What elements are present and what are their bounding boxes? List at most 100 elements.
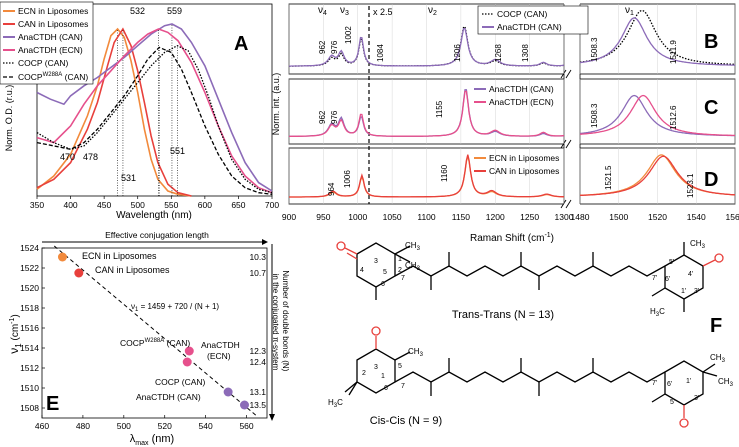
series-cocp: [36, 44, 273, 194]
conjugation-arrow-label: Effective conjugation length: [105, 230, 209, 240]
svg-text:AnaCTDH (CAN): AnaCTDH (CAN): [497, 22, 562, 32]
svg-text:H3C: H3C: [328, 398, 343, 409]
e-ytick-label: 1524: [20, 243, 39, 253]
xtick-label: 700: [265, 200, 279, 210]
panel-f-text: 34 56 127 6'5'4' 1' 3'7' 32 16 57 6' 1'5' 3'…: [328, 239, 734, 409]
svg-text:7': 7': [652, 275, 657, 282]
raman-gridlines: [288, 4, 736, 204]
svg-text:1': 1': [681, 288, 686, 295]
panel-a-legend: ECN in Liposomes CAN in Liposomes AnaCTD…: [0, 1, 94, 85]
svg-text:1508.3: 1508.3: [590, 103, 599, 128]
e-ytick-label: 1520: [20, 283, 39, 293]
mode-v3: ν3: [340, 5, 349, 17]
raman-xtick-label: 1520: [648, 212, 667, 222]
point-ana_ecn: [184, 346, 194, 356]
svg-text:976: 976: [330, 40, 339, 54]
e-ytick-label: 1510: [20, 383, 39, 393]
fit-line: [53, 245, 258, 417]
xtick-label: 650: [231, 200, 245, 210]
panel-f: [336, 241, 724, 428]
cis-cis-structure: [344, 336, 718, 418]
raman-series-can: [580, 155, 735, 197]
svg-text:CH3: CH3: [710, 353, 726, 364]
raman-series-ana_can: [289, 27, 565, 67]
fit-equation: ν1 = 1459 + 720 / (N + 1): [131, 302, 219, 313]
svg-text:976: 976: [330, 110, 339, 124]
raman-xtick-label: 1560: [726, 212, 739, 222]
trans-trans-structure: [344, 242, 716, 312]
panel-c-peak-labels: 962 976 1155 1508.3 1512.6: [318, 100, 678, 130]
svg-text:3': 3': [694, 288, 699, 295]
legend-cocp-can: COCP (CAN): [18, 58, 69, 68]
svg-text:COCP (CAN): COCP (CAN): [497, 9, 548, 19]
panel-letter-c: C: [704, 97, 718, 119]
series-ana_ecn: [36, 28, 273, 194]
svg-text:ECN in Liposomes: ECN in Liposomes: [489, 153, 559, 163]
mode-v2: ν2: [428, 5, 437, 17]
panel-e-points: 10.3 10.7 12.312.4 13.1 13.5: [57, 252, 266, 410]
svg-text:6: 6: [381, 281, 385, 288]
svg-text:AnaCTDH (ECN): AnaCTDH (ECN): [489, 97, 554, 107]
raman-curves: [289, 9, 736, 198]
peak-478: 478: [83, 152, 98, 162]
e-xtick-label: 560: [239, 421, 253, 431]
double-bonds-axis-label: Number of double bonds (N) in the conjug…: [271, 270, 290, 373]
raman-xtick-label: 1540: [687, 212, 706, 222]
svg-text:1160: 1160: [440, 164, 449, 182]
svg-text:1: 1: [398, 256, 402, 263]
e-ytick-label: 1514: [20, 343, 39, 353]
trans-trans-label: Trans-Trans (N = 13): [452, 309, 554, 321]
label-can-liposomes: CAN in Liposomes: [95, 265, 170, 275]
xtick-label: 600: [198, 200, 212, 210]
mode-v1: ν1: [625, 5, 634, 17]
raman-series-ana_ecn: [580, 94, 735, 137]
svg-text:5: 5: [398, 363, 402, 370]
svg-text:6': 6': [667, 381, 672, 388]
panel-a-plot: [36, 23, 273, 197]
panel-b-peak-labels: 962 976 1002 1084 1206 1268 1308 1508.3 …: [318, 26, 678, 64]
e-ytick-label: 1522: [20, 263, 39, 273]
legend-can-liposomes: CAN in Liposomes: [18, 19, 88, 29]
xtick-label: 500: [131, 200, 145, 210]
svg-text:1002: 1002: [344, 26, 353, 44]
svg-text:964: 964: [327, 182, 336, 196]
raman-xtick-label: 1150: [452, 212, 471, 222]
n-label: 12.4: [249, 357, 266, 367]
panel-e-frame: [41, 247, 268, 419]
n-label: 12.3: [249, 346, 266, 356]
series-cocpw: [36, 46, 273, 195]
panel-letter-a: A: [234, 33, 248, 55]
panel-e-axes: 460 480 500 520 540 560 1508 1510 1512 1514 1516 15…: [20, 243, 258, 431]
svg-text:1: 1: [381, 373, 385, 380]
svg-text:1511.9: 1511.9: [669, 40, 678, 64]
svg-text:CH3: CH3: [405, 261, 421, 272]
svg-text:H3C: H3C: [650, 307, 665, 318]
svg-text:3': 3': [694, 395, 699, 402]
raman-xlabel: Raman Shift (cm-1): [470, 232, 554, 244]
raman-xtick-label: 1500: [609, 212, 628, 222]
panel-d-peak-labels: 964 1006 1160 1521.5 1523.1: [327, 164, 695, 198]
svg-text:1': 1': [686, 378, 691, 385]
raman-series-cocp: [579, 9, 736, 66]
panel-d-legend: ECN in Liposomes CAN in Liposomes: [474, 153, 559, 176]
panel-a-xlabel: Wavelength (nm): [116, 210, 192, 221]
series-ecn: [36, 27, 192, 197]
raman-xtick-label: 950: [316, 212, 330, 222]
raman-xtick-label: 1100: [417, 212, 436, 222]
svg-text:7: 7: [401, 275, 405, 282]
raman-series-ana_can: [579, 17, 736, 66]
svg-text:CAN in Liposomes: CAN in Liposomes: [489, 166, 559, 176]
point-ana_can: [223, 387, 233, 397]
label-cocp-can: COCP (CAN): [155, 377, 206, 387]
svg-text:1508.3: 1508.3: [590, 37, 599, 62]
panel-b-legend: COCP (CAN) AnaCTDH (CAN): [477, 5, 589, 35]
svg-text:3: 3: [374, 364, 378, 371]
raman-xtick-label: 1000: [348, 212, 367, 222]
series-can: [36, 27, 192, 197]
panel-a-frame: [36, 3, 273, 197]
svg-text:1523.1: 1523.1: [686, 173, 695, 198]
e-ytick-label: 1518: [20, 303, 39, 313]
svg-text:1308: 1308: [521, 44, 530, 62]
label-cocpw288a: COCPW288A (CAN): [120, 338, 190, 348]
svg-text:1512.6: 1512.6: [669, 105, 678, 130]
